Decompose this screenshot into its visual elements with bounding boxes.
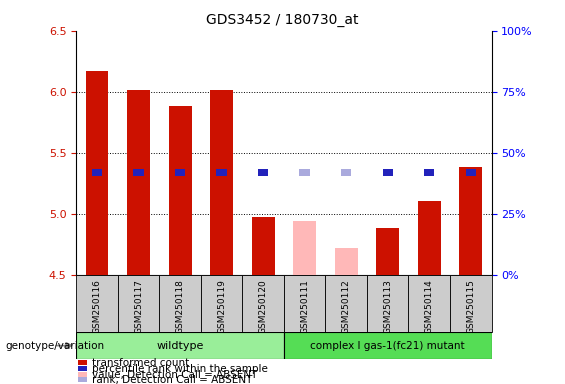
Bar xyxy=(216,169,227,175)
Bar xyxy=(258,169,268,175)
Text: GSM250114: GSM250114 xyxy=(425,279,434,334)
Bar xyxy=(293,221,316,275)
Bar xyxy=(376,228,399,275)
Text: GSM250116: GSM250116 xyxy=(93,279,102,334)
Bar xyxy=(284,275,325,332)
Bar xyxy=(127,91,150,275)
Bar xyxy=(252,217,275,275)
Text: percentile rank within the sample: percentile rank within the sample xyxy=(93,364,268,374)
Bar xyxy=(210,91,233,275)
Bar xyxy=(284,332,492,359)
Bar xyxy=(367,275,408,332)
Bar xyxy=(466,169,476,175)
Text: GSM250119: GSM250119 xyxy=(217,279,226,334)
Bar xyxy=(335,248,358,275)
Text: GSM250112: GSM250112 xyxy=(342,279,351,334)
Text: genotype/variation: genotype/variation xyxy=(6,341,105,351)
Bar xyxy=(79,366,88,371)
Bar xyxy=(76,332,284,359)
Bar xyxy=(459,167,482,275)
Bar xyxy=(325,275,367,332)
Bar xyxy=(341,169,351,175)
Bar xyxy=(79,377,88,382)
Bar xyxy=(450,275,492,332)
Bar xyxy=(201,275,242,332)
Bar xyxy=(118,275,159,332)
Text: value, Detection Call = ABSENT: value, Detection Call = ABSENT xyxy=(93,370,258,380)
Text: GSM250113: GSM250113 xyxy=(383,279,392,334)
Text: wildtype: wildtype xyxy=(157,341,204,351)
Bar xyxy=(79,360,88,365)
Bar xyxy=(383,169,393,175)
Text: GSM250111: GSM250111 xyxy=(300,279,309,334)
Bar xyxy=(86,71,108,275)
Text: GDS3452 / 180730_at: GDS3452 / 180730_at xyxy=(206,13,359,27)
Bar xyxy=(408,275,450,332)
Bar xyxy=(76,275,118,332)
Bar xyxy=(92,169,102,175)
Text: GSM250117: GSM250117 xyxy=(134,279,143,334)
Bar xyxy=(424,169,434,175)
Bar xyxy=(299,169,310,175)
Text: GSM250115: GSM250115 xyxy=(466,279,475,334)
Bar xyxy=(79,372,88,377)
Text: rank, Detection Call = ABSENT: rank, Detection Call = ABSENT xyxy=(93,376,253,384)
Text: GSM250120: GSM250120 xyxy=(259,279,268,334)
Bar xyxy=(175,169,185,175)
Text: GSM250118: GSM250118 xyxy=(176,279,185,334)
Bar xyxy=(418,202,441,275)
Bar xyxy=(159,275,201,332)
Bar xyxy=(169,106,192,275)
Bar xyxy=(133,169,144,175)
Text: complex I gas-1(fc21) mutant: complex I gas-1(fc21) mutant xyxy=(310,341,465,351)
Text: transformed count: transformed count xyxy=(93,358,190,368)
Bar xyxy=(242,275,284,332)
